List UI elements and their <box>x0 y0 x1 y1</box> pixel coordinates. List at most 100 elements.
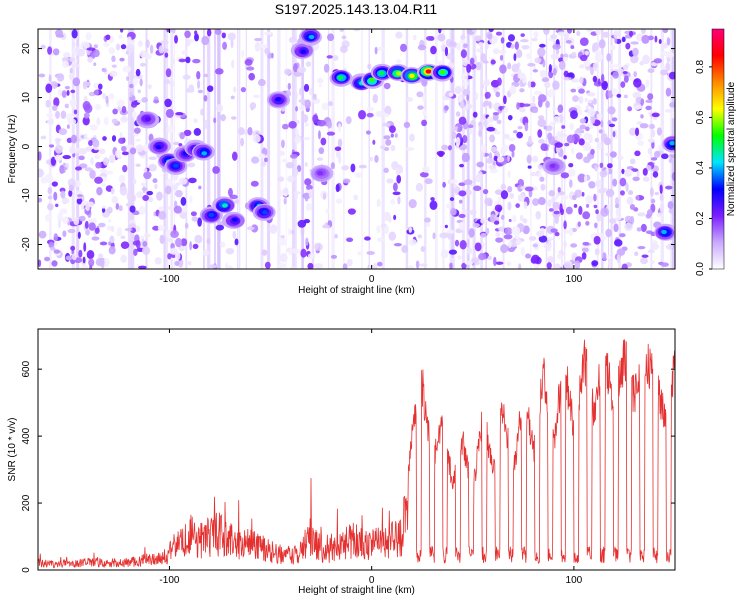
spectrogram-speckle-dot <box>460 72 469 81</box>
spectrogram-speckle-dot <box>83 133 88 140</box>
spectrogram-speckle-dot <box>448 249 458 255</box>
spectrogram-feature <box>173 163 179 168</box>
spectrogram-y-label: Frequency (Hz) <box>7 115 18 184</box>
spectrogram-speckle-dot <box>532 198 540 206</box>
spectrogram-speckle-dot <box>417 44 427 51</box>
spectrogram-speckle-dot <box>547 255 554 264</box>
spectrogram-streak <box>49 29 52 269</box>
spectrogram-speckle-dot <box>497 49 507 54</box>
spectrogram-speckle-dot <box>596 113 603 120</box>
spectrogram-speckle-dot <box>270 52 274 59</box>
spectrogram-speckle-dot <box>102 68 107 73</box>
spectrogram-speckle-dot <box>77 231 81 239</box>
spectrogram-speckle-dot <box>323 63 330 73</box>
spectrogram-speckle-dot <box>459 240 467 250</box>
spectrogram-speckle-dot <box>330 162 336 170</box>
spectrogram-speckle-dot <box>72 77 81 87</box>
spectrogram-streak <box>607 29 609 269</box>
spectrogram-speckle <box>38 29 675 269</box>
spectrogram-speckle-dot <box>483 100 490 107</box>
spectrogram-speckle-dot <box>430 197 435 201</box>
spectrogram-speckle-dot <box>393 214 397 220</box>
spectrogram-speckle-dot <box>85 32 92 41</box>
spectrogram-speckle-dot <box>342 178 351 184</box>
spectrogram-speckle-dot <box>581 247 589 253</box>
spectrogram-speckle-dot <box>78 155 85 161</box>
spectrogram-speckle-dot <box>88 222 96 231</box>
spectrogram-speckle-dot <box>173 205 182 214</box>
spectrogram-speckle-dot <box>86 250 95 260</box>
spectrogram-speckle-dot <box>111 118 118 124</box>
spectrogram-speckle-dot <box>93 62 97 67</box>
spectrogram-speckle-dot <box>294 135 302 144</box>
spectrogram-speckle-dot <box>260 161 267 167</box>
spectrogram-speckle-dot <box>47 186 53 195</box>
spectrogram-speckle-dot <box>157 224 165 232</box>
spectrogram-speckle-dot <box>489 213 496 223</box>
spectrogram-speckle-dot <box>298 87 303 96</box>
spectrogram-speckle-dot <box>557 252 563 260</box>
spectrogram-speckle-dot <box>458 116 467 125</box>
spectrogram-speckle-dot <box>50 246 56 251</box>
spectrogram-speckle-dot <box>103 258 110 267</box>
spectrogram-speckle-dot <box>196 71 201 80</box>
spectrogram-speckle-dot <box>446 53 454 60</box>
spectrogram-speckle-dot <box>631 168 639 172</box>
spectrogram-speckle-dot <box>304 195 309 202</box>
spectrogram-speckle-dot <box>417 105 424 110</box>
spectrogram-speckle-dot <box>480 53 486 62</box>
spectrogram-speckle-dot <box>38 168 44 178</box>
colorbar-gradient <box>711 28 725 270</box>
spectrogram-speckle-dot <box>164 98 172 108</box>
spectrogram-streak <box>301 29 304 269</box>
spectrogram-speckle-dot <box>405 147 415 152</box>
spectrogram-speckle-dot <box>278 189 285 197</box>
spectrogram-speckle-dot <box>326 33 335 42</box>
spectrogram-speckle-dot <box>595 29 602 36</box>
colorbar: 0.0 0.2 0.4 0.6 0.8 Normalized spectral ampl… <box>695 28 737 276</box>
spectrogram-speckle-dot <box>335 150 341 159</box>
spectrogram-speckle-dot <box>45 159 53 165</box>
spectrogram-speckle-dot <box>241 49 245 59</box>
spectrogram-speckle-dot <box>137 40 143 48</box>
spectrogram-streak <box>361 29 363 269</box>
spectrogram-streak <box>451 29 455 269</box>
spectrogram-speckle-dot <box>287 175 295 183</box>
spectrogram-speckle-dot <box>532 243 539 248</box>
spectrogram-speckle-dot <box>578 88 585 94</box>
spectrogram-speckle-dot <box>192 58 201 64</box>
spectrogram-speckle-dot <box>551 106 557 112</box>
spectrogram-speckle-dot <box>554 135 558 141</box>
spectrogram-speckle-dot <box>341 165 349 171</box>
spectrogram-speckle-dot <box>642 176 650 182</box>
spectrogram-speckle-dot <box>307 262 314 269</box>
spectrogram-speckle-dot <box>458 190 467 197</box>
spectrogram-speckle-dot <box>603 137 611 146</box>
spectrogram-speckle-dot <box>640 257 649 265</box>
spectrogram-speckle-dot <box>203 119 209 130</box>
spectrogram-speckle-dot <box>84 220 89 229</box>
spectrogram-speckle-dot <box>578 138 585 146</box>
spectrogram-speckle-dot <box>164 52 169 58</box>
spectrogram-speckle-dot <box>617 68 625 76</box>
spectrogram-speckle-dot <box>547 132 553 141</box>
spectrogram-speckle-dot <box>576 30 581 37</box>
spectrogram-speckle-dot <box>636 227 642 232</box>
spectrogram-streak <box>473 29 476 269</box>
spectrogram-speckle-dot <box>126 43 135 53</box>
spectrogram-speckle-dot <box>277 263 287 269</box>
spectrogram-speckle-dot <box>317 78 324 84</box>
spectrogram-speckle-dot <box>499 54 504 61</box>
spectrogram-speckle-dot <box>374 46 378 55</box>
spectrogram-speckle-dot <box>115 203 120 210</box>
spectrogram-speckle-dot <box>632 101 642 110</box>
spectrogram-speckle-dot <box>159 234 165 245</box>
spectrogram-speckle-dot <box>594 164 598 172</box>
spectrogram-speckle-dot <box>487 255 492 261</box>
spectrogram-speckle-dot <box>662 29 669 34</box>
spectrogram-speckle-dot <box>462 80 469 87</box>
spectrogram-speckle-dot <box>526 154 532 164</box>
spectrogram-speckle-dot <box>448 145 452 151</box>
colorbar-ticks: 0.0 0.2 0.4 0.6 0.8 <box>695 60 712 276</box>
